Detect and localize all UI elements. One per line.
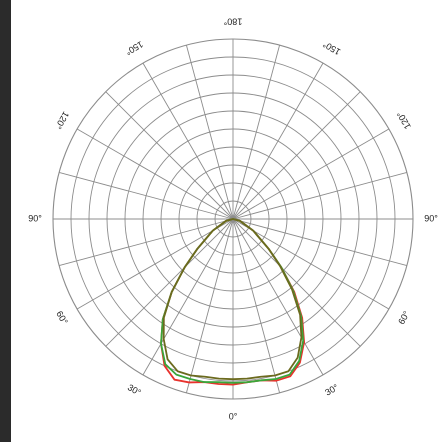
- angle-tick-label: 60°: [396, 309, 412, 326]
- series-layer: [160, 218, 305, 386]
- grid-spoke: [232, 171, 407, 220]
- angle-tick-label: 120°: [395, 109, 413, 130]
- angle-tick-label: 30°: [323, 382, 340, 398]
- angle-tick-label: 0°: [229, 411, 238, 421]
- grid-spoke: [142, 218, 234, 376]
- grid-spoke: [232, 218, 361, 347]
- grid-spoke: [232, 218, 324, 376]
- grid-spoke: [142, 62, 234, 220]
- angle-tick-label: 90°: [424, 213, 438, 223]
- angle-tick-label: 150°: [321, 39, 342, 57]
- angle-tick-label: 30°: [126, 382, 143, 398]
- series-line-2: [160, 218, 305, 384]
- grid-spoke: [232, 91, 361, 220]
- window-edge-strip: [0, 0, 11, 442]
- grid-spoke: [232, 62, 324, 220]
- grid-spoke: [185, 45, 234, 220]
- grid-spoke: [232, 218, 281, 393]
- grid-spoke: [59, 218, 234, 267]
- angle-tick-label: 120°: [53, 110, 71, 131]
- grid-spoke: [76, 128, 234, 220]
- grid-spoke: [59, 171, 234, 220]
- angle-tick-label: 90°: [28, 213, 42, 223]
- grid-spoke: [105, 218, 234, 347]
- grid-spoke: [232, 128, 390, 220]
- grid-spoke: [232, 45, 281, 220]
- grid-spoke: [232, 218, 407, 267]
- grid-spoke: [185, 218, 234, 393]
- angle-tick-label: 180°: [223, 17, 242, 27]
- series-line-3: [162, 218, 303, 381]
- angle-tick-label: 150°: [123, 39, 144, 57]
- grid-spoke: [105, 91, 234, 220]
- grid-spoke: [232, 218, 390, 310]
- grid-spoke: [76, 218, 234, 310]
- polar-grid: [52, 38, 414, 400]
- angle-tick-label: 60°: [54, 309, 70, 326]
